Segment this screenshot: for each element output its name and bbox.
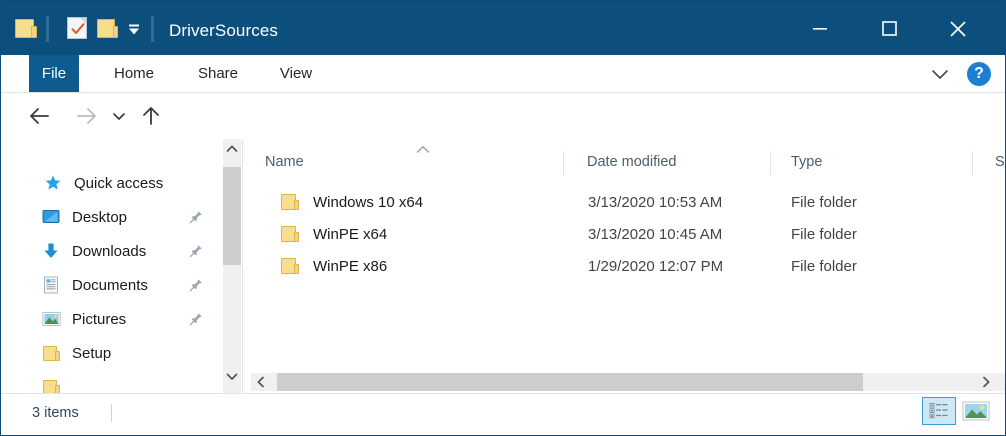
column-header-row: Name Date modified Type S <box>243 148 1005 177</box>
content-area: Quick access Desktop <box>1 139 1005 397</box>
sidebar-scrollbar[interactable] <box>223 139 241 397</box>
large-icons-view-button[interactable] <box>959 397 993 425</box>
navigation-pane: Quick access Desktop <box>1 139 223 397</box>
window-folder-icon <box>15 19 37 38</box>
folder-icon <box>281 258 299 274</box>
table-row[interactable]: Windows 10 x64 3/13/2020 10:53 AM File f… <box>243 187 1005 219</box>
status-bar: 3 items <box>1 393 1005 435</box>
document-icon <box>41 275 61 295</box>
minimize-button[interactable] <box>797 13 843 43</box>
sidebar-item-label: Quick access <box>74 174 164 192</box>
scroll-up-chevron-up-icon[interactable] <box>223 139 241 157</box>
cell-type: File folder <box>791 194 857 211</box>
folder-icon <box>281 194 299 210</box>
hscroll-right-chevron-right-icon[interactable] <box>977 373 995 391</box>
column-header-type[interactable]: Type <box>791 154 823 170</box>
folder-icon <box>41 343 61 363</box>
sidebar-item-label: Setup <box>72 344 112 362</box>
cell-date-modified: 3/13/2020 10:53 AM <box>588 194 723 211</box>
cell-name: Windows 10 x64 <box>313 194 424 211</box>
back-button[interactable] <box>27 103 55 129</box>
window-title: DriverSources <box>169 21 278 40</box>
cell-type: File folder <box>791 258 857 275</box>
pin-icon[interactable] <box>189 278 203 292</box>
customize-qat-caret-icon[interactable] <box>127 23 141 35</box>
file-list: Name Date modified Type S Windows 10 <box>242 139 1005 397</box>
recent-locations-chevron-down-icon[interactable] <box>105 103 133 129</box>
sidebar-item-label: Documents <box>72 276 148 294</box>
column-header-size[interactable]: S <box>995 154 1005 170</box>
item-count-label: 3 items <box>32 405 79 421</box>
cell-date-modified: 1/29/2020 12:07 PM <box>588 258 724 275</box>
star-icon <box>43 173 63 193</box>
desktop-icon <box>41 207 61 227</box>
folder-icon <box>281 226 299 242</box>
column-divider-3[interactable] <box>972 151 973 175</box>
close-button[interactable] <box>935 13 981 43</box>
file-rows: Windows 10 x64 3/13/2020 10:53 AM File f… <box>243 187 1005 283</box>
table-row[interactable]: WinPE x64 3/13/2020 10:45 AM File folder <box>243 219 1005 251</box>
sidebar-item-pictures[interactable]: Pictures <box>1 303 223 335</box>
titlebar-separator-2 <box>151 16 154 42</box>
sidebar-item-label: Pictures <box>72 310 127 328</box>
sidebar-item-setup[interactable]: Setup <box>1 337 223 369</box>
download-icon <box>41 241 61 261</box>
tab-home[interactable]: Home <box>113 65 154 82</box>
title-bar: DriverSources <box>1 1 1005 55</box>
sidebar-item-partial[interactable] <box>1 371 223 397</box>
details-view-button[interactable] <box>922 397 956 425</box>
column-header-name[interactable]: Name <box>265 154 304 170</box>
sidebar-item-documents[interactable]: Documents <box>1 269 223 301</box>
new-folder-icon[interactable] <box>97 19 121 43</box>
sort-ascending-caret-icon <box>415 141 431 153</box>
hscroll-thumb[interactable] <box>277 373 863 391</box>
sidebar-item-label: Desktop <box>72 208 128 226</box>
ribbon-expand-chevron-down-icon[interactable] <box>927 64 953 84</box>
table-row[interactable]: WinPE x86 1/29/2020 12:07 PM File folder <box>243 251 1005 283</box>
cell-name: WinPE x64 <box>313 226 388 243</box>
sidebar-item-desktop[interactable]: Desktop <box>1 201 223 233</box>
pictures-icon <box>41 309 61 329</box>
file-list-horizontal-scrollbar[interactable] <box>251 373 1005 391</box>
tab-view[interactable]: View <box>279 65 313 82</box>
scroll-down-chevron-down-icon[interactable] <box>223 367 241 385</box>
pin-icon[interactable] <box>189 210 203 224</box>
column-header-date-modified[interactable]: Date modified <box>587 154 677 170</box>
cell-name: WinPE x86 <box>313 258 388 275</box>
properties-icon[interactable] <box>67 17 91 41</box>
sidebar-item-quick-access[interactable]: Quick access <box>1 167 223 199</box>
sidebar-scrollbar-thumb[interactable] <box>223 167 241 265</box>
pin-icon[interactable] <box>189 244 203 258</box>
hscroll-left-chevron-left-icon[interactable] <box>251 373 269 391</box>
cell-date-modified: 3/13/2020 10:45 AM <box>588 226 723 243</box>
address-bar-row: « cm01 ❯ Sources$ ❯ OSD ❯ DriverSources … <box>1 93 1005 221</box>
tab-file[interactable]: File <box>29 55 79 92</box>
sidebar-item-label: Downloads <box>72 242 147 260</box>
help-button[interactable]: ? <box>967 62 991 86</box>
status-separator <box>111 404 112 422</box>
titlebar-separator-1 <box>46 16 49 42</box>
column-divider-2[interactable] <box>770 151 771 175</box>
forward-button[interactable] <box>71 103 99 129</box>
maximize-button[interactable] <box>866 13 912 43</box>
column-divider-1[interactable] <box>563 151 564 175</box>
folder-icon <box>41 377 61 397</box>
pin-icon[interactable] <box>189 312 203 326</box>
up-button[interactable] <box>137 103 165 129</box>
tab-share[interactable]: Share <box>197 65 239 82</box>
cell-type: File folder <box>791 226 857 243</box>
ribbon-tab-bar: File Home Share View ? <box>1 55 1005 93</box>
sidebar-item-downloads[interactable]: Downloads <box>1 235 223 267</box>
